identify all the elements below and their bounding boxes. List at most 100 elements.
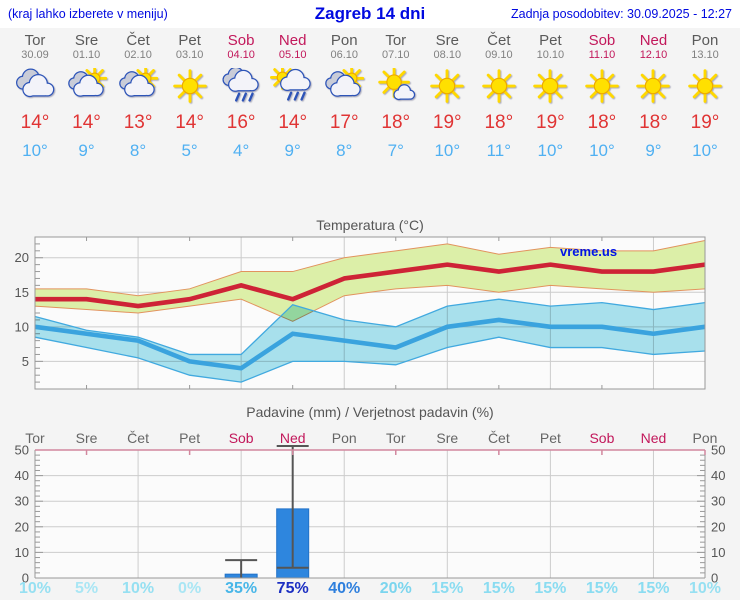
day-date: 12.10 — [639, 49, 668, 61]
precip-day-label: Tor — [25, 430, 45, 446]
temp-axis-label: 5 — [22, 354, 29, 369]
day-name: Tor — [24, 32, 46, 49]
min-temperature: 10° — [434, 141, 461, 160]
precip-axis-label: 30 — [15, 494, 29, 509]
max-temperature: 14° — [20, 112, 50, 133]
day-column: Tor 07.10 18° 7° — [370, 32, 422, 164]
day-column: Pon 06.10 17° 8° — [318, 32, 370, 164]
max-temperature: 19° — [690, 112, 720, 133]
page-header: (kraj lahko izberete v meniju) Zagreb 14… — [0, 0, 740, 28]
precip-axis-label: 50 — [711, 443, 725, 458]
precip-axis-label: 20 — [15, 519, 29, 534]
day-date: 06.10 — [330, 49, 358, 61]
max-temperature: 14° — [278, 112, 308, 133]
max-temperature: 18° — [639, 112, 668, 133]
day-column: Čet 09.10 18° 11° — [473, 32, 525, 164]
sun-icon — [164, 68, 216, 108]
day-name: Pet — [539, 32, 562, 49]
day-date: 30.09 — [21, 49, 49, 61]
max-temperature: 18° — [587, 112, 617, 133]
precip-day-label: Sob — [589, 430, 614, 446]
sun-cloud-icon — [318, 65, 370, 108]
precip-day-label: Pet — [179, 430, 200, 446]
day-date: 13.10 — [691, 49, 719, 61]
day-date: 07.10 — [382, 49, 410, 61]
precip-day-label: Sob — [229, 430, 254, 446]
day-date: 01.10 — [72, 49, 101, 61]
precip-probability: 15% — [585, 580, 618, 597]
sun-icon — [473, 68, 525, 108]
precip-probability: 20% — [379, 580, 412, 597]
day-column: Sre 08.10 19° 10° — [421, 32, 473, 164]
precip-probability: 75% — [276, 580, 309, 597]
precip-day-label: Sre — [436, 430, 458, 446]
day-column: Sob 04.10 16° 4° — [215, 32, 267, 164]
precip-probability: 15% — [431, 580, 464, 597]
precip-axis-label: 10 — [15, 545, 29, 560]
min-temperature: 9° — [645, 141, 662, 160]
sun-icon — [627, 68, 679, 108]
precip-axis-label: 40 — [15, 468, 29, 483]
day-date: 11.10 — [588, 49, 616, 61]
precip-probability: 0% — [178, 580, 202, 597]
precip-day-label: Čet — [488, 430, 510, 446]
day-date: 10.10 — [536, 49, 565, 61]
precip-axis-label: 40 — [711, 468, 725, 483]
min-temperature: 7° — [387, 141, 404, 160]
precip-day-label: Čet — [127, 430, 149, 446]
precip-day-label: Pon — [332, 430, 357, 446]
day-column: Sre 01.10 14° 9° — [61, 32, 113, 164]
min-temperature: 10° — [22, 141, 48, 160]
day-date: 03.10 — [175, 49, 204, 61]
max-temperature: 13° — [123, 112, 153, 133]
day-name: Sre — [74, 32, 99, 49]
precip-probability: 40% — [328, 580, 361, 597]
min-temperature: 9° — [284, 141, 301, 160]
day-column: Pet 03.10 14° 5° — [164, 32, 216, 164]
min-temp-line — [34, 317, 706, 371]
day-name: Pon — [330, 32, 358, 49]
day-column: Ned 12.10 18° 9° — [627, 32, 679, 164]
min-temperature: 9° — [78, 141, 95, 160]
day-column: Ned 05.10 14° 9° — [267, 32, 319, 164]
min-temperature: 10° — [537, 141, 564, 160]
precip-day-label: Pon — [693, 430, 718, 446]
temp-axis-label: 20 — [15, 250, 29, 265]
precip-axis-label: 10 — [711, 545, 725, 560]
precip-chart-title: Padavine (mm) / Verjetnost padavin (%) — [246, 404, 493, 420]
precipitation-probability-row: 10% 5% 10% 0% 35% 75% 40% 20% 15% 15% 15% 15% 15% 10% — [0, 580, 740, 600]
day-name: Ned — [639, 32, 668, 49]
precip-day-label: Sre — [76, 430, 98, 446]
precip-axis-label: 0 — [711, 571, 718, 586]
min-temperature: 5° — [181, 141, 198, 160]
min-temperature: 4° — [233, 141, 250, 160]
rain-icon — [215, 66, 267, 108]
precip-axis-label: 20 — [711, 519, 725, 534]
temp-chart-title: Temperatura (°C) — [316, 217, 424, 233]
precip-day-label: Ned — [280, 430, 306, 446]
precip-day-label: Tor — [386, 430, 406, 446]
day-date: 08.10 — [433, 49, 462, 61]
sun-cloud-icon — [61, 65, 113, 108]
max-temperature: 19° — [432, 112, 462, 133]
precip-axis-label: 0 — [22, 571, 29, 586]
day-name: Pon — [691, 32, 719, 49]
sun-small-cloud-icon — [370, 66, 422, 108]
precip-probability: 15% — [637, 580, 670, 597]
precip-probability: 10% — [688, 580, 722, 597]
day-date: 02.10 — [124, 49, 152, 61]
precip-day-label: Ned — [641, 430, 667, 446]
precip-probability: 15% — [482, 580, 515, 597]
precip-day-label: Pet — [540, 430, 561, 446]
day-name: Tor — [385, 32, 407, 49]
day-date: 09.10 — [485, 49, 513, 61]
day-column: Čet 02.10 13° 8° — [112, 32, 164, 164]
watermark-link[interactable]: vreme.us — [560, 244, 617, 259]
max-temperature: 17° — [329, 112, 359, 133]
precip-axis-label: 30 — [711, 494, 725, 509]
min-temperature: 10° — [692, 141, 718, 160]
min-temperature: 8° — [336, 141, 353, 160]
sun-cloud-icon — [112, 65, 164, 108]
sun-icon — [421, 68, 473, 108]
